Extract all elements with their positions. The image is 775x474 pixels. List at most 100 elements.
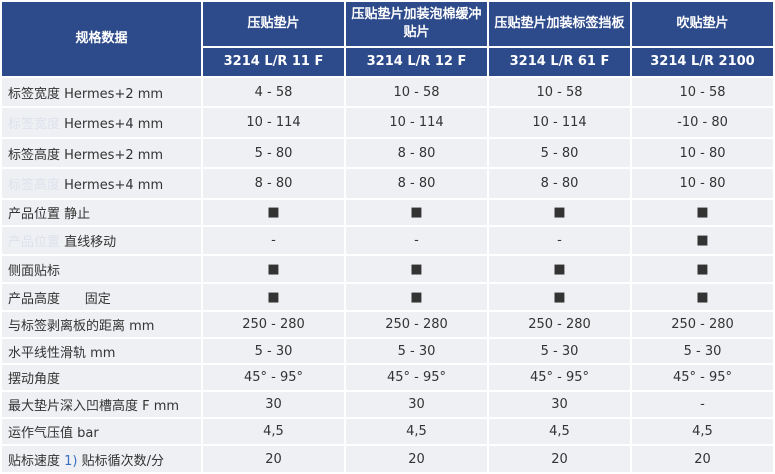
cell: 250 - 280 bbox=[203, 312, 344, 337]
label: 产品高度 固定 bbox=[8, 291, 111, 307]
cell: 10 - 58 bbox=[346, 78, 487, 106]
cell: 45° - 95° bbox=[203, 365, 344, 390]
row: 产品位置 静止 ■ ■ ■ ■ bbox=[2, 200, 773, 225]
label: 直线移动 bbox=[64, 235, 117, 250]
label: 标签宽度 Hermes+2 mm bbox=[8, 86, 164, 102]
row: 最大垫片深入凹槽高度 F mm 30 30 30- bbox=[2, 392, 773, 417]
label: 贴标速度 bbox=[8, 453, 61, 469]
row: 产品位置 直线移动 - - - ■ bbox=[2, 227, 773, 254]
cell: ■ bbox=[632, 200, 773, 225]
row: 与标签剥离板的距离 mm 250 - 280 250 - 280 250 - 280 2… bbox=[2, 312, 773, 337]
cell: 4,5 bbox=[489, 419, 630, 444]
row-label: 最大垫片深入凹槽高度 F mm bbox=[2, 392, 201, 417]
cell: 5 - 30 bbox=[632, 339, 773, 363]
footnote: 1) bbox=[64, 453, 78, 469]
row-label: 产品位置 直线移动 bbox=[2, 227, 201, 254]
cell: 30 bbox=[489, 392, 630, 417]
cell: - bbox=[632, 392, 773, 417]
cell: 45° - 95° bbox=[489, 365, 630, 390]
row: 水平线性滑轨 mm 5 - 30 5 - 30 5 - 30 5 - 30 bbox=[2, 339, 773, 363]
label: 标签高度 Hermes+2 mm bbox=[8, 147, 164, 163]
cell: 5 - 80 bbox=[203, 139, 344, 167]
row-label: 摆动角度 bbox=[2, 365, 201, 390]
cell: 20 bbox=[203, 446, 344, 472]
cell: 10 - 114 bbox=[346, 108, 487, 137]
cell: ■ bbox=[203, 256, 344, 282]
row: 贴标速度 1) 贴标循次数/分 20 20 20 20 bbox=[2, 446, 773, 472]
label: 运作气压值 bar bbox=[8, 426, 99, 441]
row: 侧面贴标 ■ ■ ■ ■ bbox=[2, 256, 773, 282]
cell: 8 - 80 bbox=[346, 139, 487, 167]
cell: 5 - 30 bbox=[203, 339, 344, 363]
model: 3214 L/R 61 F bbox=[489, 48, 630, 76]
cell: 20 bbox=[346, 446, 487, 472]
label: Hermes+4 mm bbox=[64, 178, 164, 193]
cell: ■ bbox=[489, 256, 630, 282]
cell: 250 - 280 bbox=[632, 312, 773, 337]
cell: 20 bbox=[632, 446, 773, 472]
cell: 30 bbox=[346, 392, 487, 417]
cell: ■ bbox=[632, 284, 773, 310]
cell: 5 - 30 bbox=[489, 339, 630, 363]
label: 产品位置 静止 bbox=[8, 207, 91, 222]
cell: 4 - 58 bbox=[203, 78, 344, 106]
row-label: 产品位置 静止 bbox=[2, 200, 201, 225]
cell: - bbox=[346, 227, 487, 254]
cell: ■ bbox=[346, 256, 487, 282]
label: Hermes+4 mm bbox=[64, 117, 164, 132]
cell: 4,5 bbox=[346, 419, 487, 444]
row-label: 运作气压值 bar bbox=[2, 419, 201, 444]
cell: ■ bbox=[489, 284, 630, 310]
cell: 45° - 95° bbox=[632, 365, 773, 390]
cell: 10 - 114 bbox=[489, 108, 630, 137]
cell: 250 - 280 bbox=[346, 312, 487, 337]
header-row: 规格数据 压贴垫片 压贴垫片加装泡棉缓冲贴片 压贴垫片加装标签挡板 吹贴垫片 bbox=[2, 2, 773, 76]
cell: 10 - 114 bbox=[203, 108, 344, 137]
row-label: 侧面贴标 bbox=[2, 256, 201, 282]
row: 产品高度 固定 ■ ■ ■ ■ bbox=[2, 284, 773, 310]
row-label: 标签宽度 Hermes+4 mm bbox=[2, 108, 201, 137]
column-title: 压贴垫片加装标签挡板 bbox=[489, 2, 630, 46]
row-label: 产品高度 固定 bbox=[2, 284, 201, 310]
column-title: 吹贴垫片 bbox=[632, 2, 773, 46]
row: 标签宽度 Hermes+4 mm 10 - 114 10 - 114 10 - 114… bbox=[2, 108, 773, 137]
row: 标签高度 Hermes+4 mm 8 - 80 8 - 80 8 - 80 10 - 8… bbox=[2, 169, 773, 198]
cell: 10 - 80 bbox=[632, 169, 773, 198]
label: 摆动角度 bbox=[8, 372, 61, 387]
label: 与标签剥离板的距离 mm bbox=[8, 319, 155, 334]
cell: ■ bbox=[489, 200, 630, 225]
cell: 10 - 58 bbox=[489, 78, 630, 106]
label-suffix: 贴标循次数/分 bbox=[81, 453, 165, 469]
row-label: 标签宽度 Hermes+2 mm bbox=[2, 78, 201, 106]
cell: 250 - 280 bbox=[489, 312, 630, 337]
cell: 20 bbox=[489, 446, 630, 472]
row: 标签宽度 Hermes+2 mm 4 - 58 10 - 58 10 - 58 10 -… bbox=[2, 78, 773, 106]
ghost-label: 标签宽度 bbox=[8, 117, 61, 132]
cell: - bbox=[203, 227, 344, 254]
cell: 10 - 58 bbox=[632, 78, 773, 106]
label: 侧面贴标 bbox=[8, 263, 61, 279]
row: 标签高度 Hermes+2 mm 5 - 80 8 - 80 5 - 80 10 - 8… bbox=[2, 139, 773, 167]
cell: 8 - 80 bbox=[203, 169, 344, 198]
row-label: 标签高度 Hermes+2 mm bbox=[2, 139, 201, 167]
cell: 45° - 95° bbox=[346, 365, 487, 390]
model: 3214 L/R 2100 bbox=[632, 48, 773, 76]
cell: 5 - 30 bbox=[346, 339, 487, 363]
cell: 5 - 80 bbox=[489, 139, 630, 167]
cell: 4,5 bbox=[203, 419, 344, 444]
cell: ■ bbox=[203, 200, 344, 225]
label: 水平线性滑轨 mm bbox=[8, 345, 116, 361]
row-label: 贴标速度 1) 贴标循次数/分 bbox=[2, 446, 201, 472]
row-label: 水平线性滑轨 mm bbox=[2, 339, 201, 363]
cell: ■ bbox=[346, 284, 487, 310]
header-title: 规格数据 bbox=[2, 2, 201, 76]
model-row: 3214 L/R 11 F 3214 L/R 12 F 3214 L/R 61 … bbox=[2, 48, 773, 76]
row-label: 与标签剥离板的距离 mm bbox=[2, 312, 201, 337]
row-label: 标签高度 Hermes+4 mm bbox=[2, 169, 201, 198]
model: 3214 L/R 12 F bbox=[346, 48, 487, 76]
row: 运作气压值 bar 4,5 4,5 4,5 4,5 bbox=[2, 419, 773, 444]
cell: ■ bbox=[346, 200, 487, 225]
cell: 8 - 80 bbox=[489, 169, 630, 198]
